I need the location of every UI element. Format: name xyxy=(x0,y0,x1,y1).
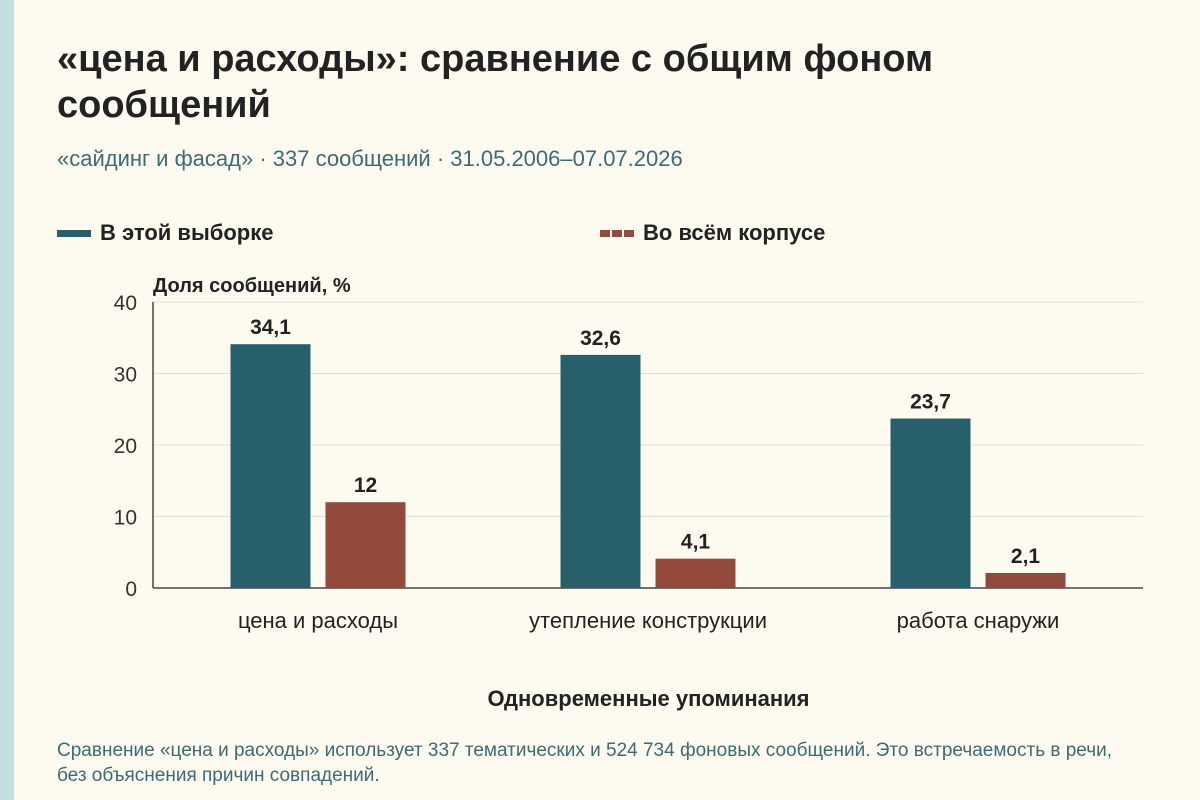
legend-swatch-corpus xyxy=(600,229,634,237)
chart-title: «цена и расходы»: сравнение с общим фоно… xyxy=(57,38,934,126)
bar xyxy=(890,418,971,588)
x-axis-title: Одновременные упоминания xyxy=(487,686,810,711)
x-tick-label: работа снаружи xyxy=(897,608,1060,633)
x-tick-label: утепление конструкции xyxy=(529,608,767,633)
legend-item-sample: В этой выборке xyxy=(57,220,273,246)
bar xyxy=(325,502,406,588)
y-tick-label: 10 xyxy=(114,507,137,530)
bar xyxy=(230,344,311,588)
bar-value-label: 23,7 xyxy=(910,391,951,414)
y-axis-title: Доля сообщений, % xyxy=(153,275,351,297)
bar xyxy=(985,572,1066,588)
x-tick-label: цена и расходы xyxy=(238,608,398,633)
legend-label-sample: В этой выборке xyxy=(100,220,274,245)
legend-item-corpus: Во всём корпусе xyxy=(600,220,825,246)
legend-label-corpus: Во всём корпусе xyxy=(643,220,826,245)
bar-value-label: 34,1 xyxy=(250,316,291,339)
chart-subtitle: «сайдинг и фасад» · 337 сообщений · 31.0… xyxy=(57,146,683,171)
y-tick-label: 40 xyxy=(114,292,137,315)
bar-value-label: 4,1 xyxy=(681,531,711,554)
bar xyxy=(560,354,641,588)
footnote: Сравнение «цена и расходы» использует 33… xyxy=(57,740,1113,786)
legend-swatch-sample xyxy=(57,229,91,237)
y-tick-label: 30 xyxy=(114,364,137,387)
bar-value-label: 32,6 xyxy=(580,327,621,350)
side-stripe xyxy=(0,0,14,800)
y-tick-label: 0 xyxy=(125,578,137,601)
bar-value-label: 12 xyxy=(354,474,377,497)
y-tick-label: 20 xyxy=(114,435,137,458)
bar-value-label: 2,1 xyxy=(1011,545,1041,568)
bar xyxy=(655,558,736,588)
